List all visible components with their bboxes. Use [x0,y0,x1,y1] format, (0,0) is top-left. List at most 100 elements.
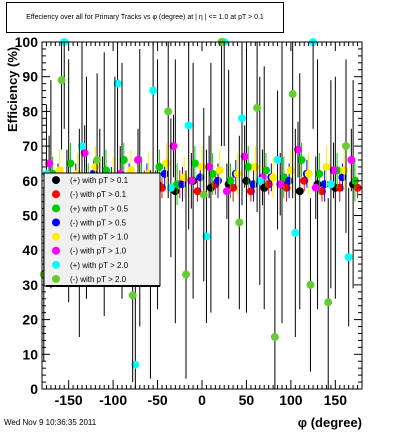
y-tick-label: 70 [22,138,38,154]
data-point [93,155,102,164]
data-point [126,166,135,175]
y-tick-label: 0 [30,381,38,397]
data-point [338,173,347,182]
data-point [169,142,178,151]
y-tick-label: 40 [22,242,38,258]
data-point [91,162,100,171]
data-point [226,176,235,185]
data-point [155,162,164,171]
x-tick-label: 50 [239,392,255,408]
data-point [269,173,278,182]
data-point [329,166,338,175]
data-point [57,76,66,85]
data-point [180,173,189,182]
legend-entry-label: (+) with pT > 2.0 [70,261,129,270]
data-point [318,187,326,196]
legend-entry-label: (-) with pT > 0.1 [70,190,127,199]
data-point [322,162,331,171]
data-point [214,176,222,185]
data-point [282,183,291,192]
data-point [199,190,208,199]
data-point [45,159,54,168]
data-point [202,232,211,241]
data-point [294,145,302,154]
data-point [162,159,171,168]
data-point [264,180,273,189]
data-point [66,159,75,168]
data-point [304,169,313,178]
timestamp-footer: Wed Nov 9 10:36:35 2011 [4,418,97,427]
data-point [131,360,140,369]
data-point [342,142,350,151]
data-point [193,187,202,196]
data-point [196,173,205,182]
legend-entry-label: (+) with pT > 0.1 [70,176,129,185]
data-point [335,183,344,192]
data-point [215,166,224,175]
data-point [187,176,196,185]
data-point [288,90,297,99]
x-tick-label: 100 [279,392,303,408]
data-point [311,183,320,192]
legend-marker [52,232,60,241]
legend-marker [52,246,60,255]
data-point [340,166,349,175]
data-point [149,86,158,95]
legend-entry-label: (+) with pT > 1.0 [70,233,129,242]
x-axis-label: φ (degree) [298,415,362,430]
data-point [113,79,122,88]
axes: 0 10 20 30 40 50 60 70 80 90 100 -150 -100 -50 0 50 100 1… [15,34,363,408]
legend-marker [52,218,60,227]
data-point [297,155,306,164]
data-point [244,162,253,171]
data-point [198,162,206,171]
data-point [160,169,169,178]
data-point [229,183,238,192]
data-point [238,114,246,123]
legend-box [43,172,161,287]
data-point [344,253,353,262]
data-point [295,187,304,196]
data-point [251,162,260,171]
y-tick-label: 50 [22,208,38,224]
data-point [240,152,249,161]
data-point [246,187,255,196]
data-point [286,166,295,175]
data-point [273,155,282,164]
data-point [291,228,300,237]
data-point [262,166,270,175]
data-point [78,142,86,151]
legend-entry-label: (-) with pT > 1.0 [70,247,127,256]
x-tick-label: 0 [198,392,206,408]
data-point [80,149,89,158]
x-tick-label: -100 [99,392,127,408]
data-point [353,183,362,192]
y-tick-label: 90 [22,69,38,85]
data-point [276,180,285,189]
data-point [347,155,356,164]
data-point [128,291,137,300]
data-point [326,180,335,189]
data-point [166,183,175,192]
data-point [242,176,251,185]
y-axis-label: Efficiency (%) [5,47,20,132]
legend-marker [52,274,60,283]
data-point [324,298,333,307]
legend-marker [52,176,60,185]
data-point [285,176,294,185]
data-point [182,270,190,279]
data-point [270,332,279,341]
data-point [253,103,262,112]
chart-title-text: Effeciency over all for Primary Tracks v… [26,14,264,21]
data-point [205,162,214,171]
data-point [315,169,324,178]
y-tick-label: 80 [22,103,38,119]
legend-marker [52,204,60,213]
data-point [255,176,264,185]
data-point [300,176,309,185]
x-tick-label: -150 [55,392,83,408]
data-point [119,155,128,164]
data-point [184,121,193,130]
y-tick-label: 60 [22,173,38,189]
